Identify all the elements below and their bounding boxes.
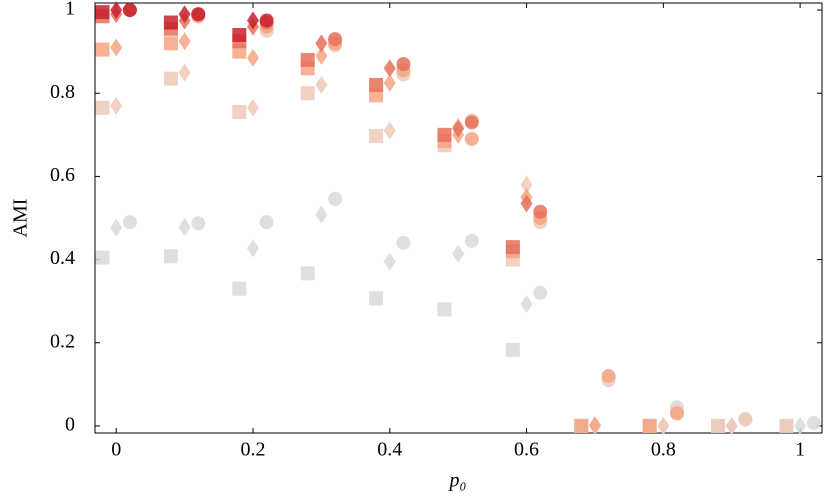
square-marker (163, 249, 178, 264)
diamond-marker (246, 48, 259, 67)
square-marker (300, 52, 315, 67)
diamond-marker (383, 121, 396, 140)
diamond-marker (588, 416, 601, 435)
x-tick-label: 0 (111, 439, 121, 461)
y-axis-label: AMI (10, 199, 32, 238)
y-tick-label: 1 (65, 0, 75, 20)
diamond-marker (315, 75, 328, 94)
circle-marker (328, 32, 343, 47)
square-marker (505, 240, 520, 255)
square-marker (163, 71, 178, 86)
diamond-marker (315, 46, 328, 65)
circle-marker (396, 57, 411, 72)
diamond-marker (110, 96, 123, 115)
circle-marker (533, 204, 548, 219)
square-marker (163, 36, 178, 51)
circle-marker (601, 369, 616, 384)
square-marker (95, 5, 110, 20)
circle-marker (328, 191, 343, 206)
plot-frame (94, 2, 823, 434)
circle-marker (122, 3, 137, 18)
y-tick-label: 0.8 (50, 81, 75, 103)
diamond-marker (110, 1, 123, 20)
x-tick-label: 0.8 (651, 439, 676, 461)
square-marker (437, 302, 452, 317)
square-marker (95, 100, 110, 115)
x-tick-label: 0.6 (514, 439, 539, 461)
circle-marker (191, 216, 206, 231)
square-marker (437, 127, 452, 142)
circle-marker (738, 412, 753, 427)
y-tick-label: 0.4 (50, 247, 75, 269)
square-marker (369, 291, 384, 306)
square-marker (369, 77, 384, 92)
diamond-marker (178, 218, 191, 237)
diamond-marker (246, 239, 259, 258)
circle-marker (464, 131, 479, 146)
square-marker (574, 418, 589, 433)
y-tick-label: 0 (65, 414, 75, 436)
circle-marker (464, 115, 479, 130)
square-marker (369, 129, 384, 144)
diamond-marker (520, 175, 533, 194)
circle-marker (670, 406, 685, 421)
square-marker (642, 418, 657, 433)
diamond-marker (383, 73, 396, 92)
square-marker (95, 42, 110, 57)
diamond-marker (725, 416, 738, 435)
diamond-marker (110, 218, 123, 237)
circle-marker (396, 235, 411, 250)
diamond-marker (315, 205, 328, 224)
circle-marker (122, 215, 137, 230)
diamond-marker (178, 63, 191, 82)
square-marker (163, 15, 178, 30)
circle-marker (806, 416, 821, 431)
x-tick-label: 0.4 (377, 439, 402, 461)
circle-marker (259, 215, 274, 230)
square-marker (300, 266, 315, 281)
diamond-marker (246, 11, 259, 30)
diamond-marker (452, 244, 465, 263)
square-marker (300, 86, 315, 101)
diamond-marker (794, 416, 807, 435)
x-tick-label: 0.2 (240, 439, 265, 461)
circle-marker (191, 7, 206, 22)
square-marker (232, 281, 247, 296)
diamond-marker (657, 416, 670, 435)
y-tick-label: 0.2 (50, 330, 75, 352)
diamond-marker (520, 194, 533, 213)
square-marker (95, 250, 110, 265)
square-marker (779, 418, 794, 433)
diamond-marker (383, 252, 396, 271)
circle-marker (533, 285, 548, 300)
x-axis-label: p₀ (448, 470, 467, 492)
diamond-marker (315, 34, 328, 53)
circle-marker (464, 233, 479, 248)
y-tick-label: 0.6 (50, 164, 75, 186)
square-marker (232, 28, 247, 43)
diamond-marker (452, 119, 465, 138)
x-tick-label: 1 (795, 439, 805, 461)
diamond-marker (178, 5, 191, 24)
circle-marker (259, 13, 274, 28)
diamond-marker (383, 59, 396, 78)
diamond-marker (520, 295, 533, 314)
diamond-marker (246, 98, 259, 117)
square-marker (232, 104, 247, 119)
square-marker (505, 342, 520, 357)
diamond-marker (178, 32, 191, 51)
square-marker (711, 418, 726, 433)
diamond-marker (110, 38, 123, 57)
